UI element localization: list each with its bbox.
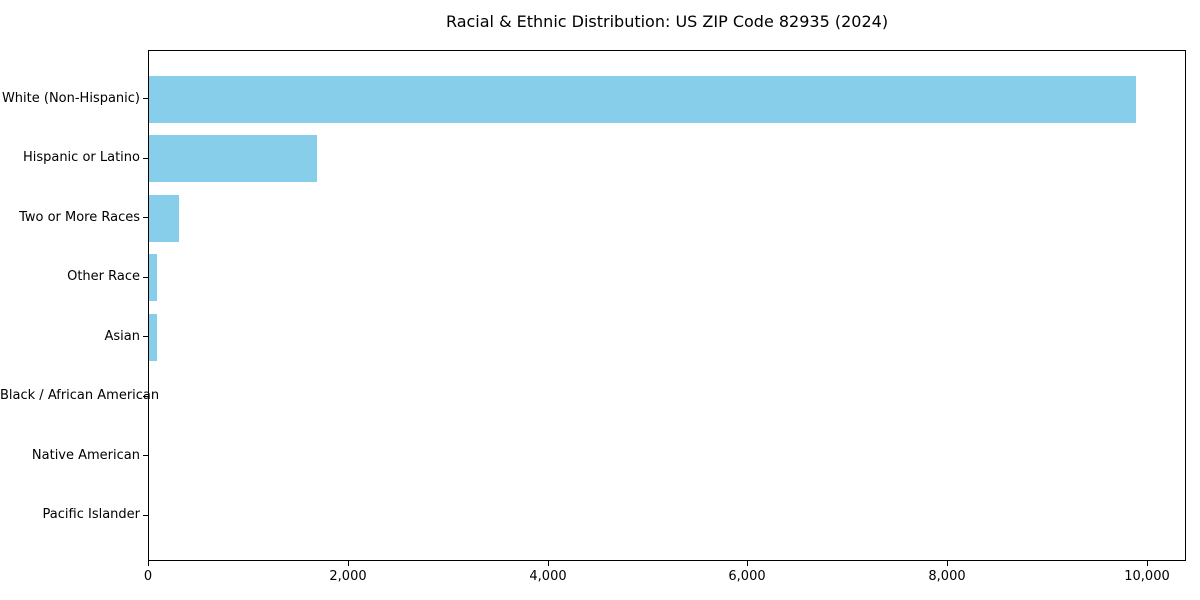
y-tick-mark — [143, 336, 148, 337]
y-tick-mark — [143, 396, 148, 397]
y-tick-mark — [143, 455, 148, 456]
y-tick-label-black-african-american: Black / African American — [0, 388, 160, 403]
x-tick-mark — [148, 561, 149, 566]
x-tick-mark — [348, 561, 349, 566]
x-tick-mark — [747, 561, 748, 566]
x-tick-mark — [1147, 561, 1148, 566]
y-tick-mark — [143, 217, 148, 218]
x-tick-label-2-000: 2,000 — [329, 569, 367, 584]
y-tick-label-pacific-islander: Pacific Islander — [42, 507, 140, 522]
x-tick-label-10-000: 10,000 — [1124, 569, 1170, 584]
bar-white-non-hispanic — [149, 75, 1136, 123]
y-tick-mark — [143, 515, 148, 516]
y-tick-mark — [143, 98, 148, 99]
x-tick-label-4-000: 4,000 — [529, 569, 567, 584]
y-tick-mark — [143, 277, 148, 278]
x-tick-mark — [548, 561, 549, 566]
y-tick-label-two-or-more-races: Two or More Races — [19, 210, 140, 225]
bar-hispanic-or-latino — [149, 135, 317, 182]
y-tick-label-white-non-hispanic: White (Non-Hispanic) — [1, 91, 140, 106]
y-tick-label-native-american: Native American — [31, 448, 140, 463]
y-tick-label-other-race: Other Race — [67, 269, 140, 284]
plot-area — [148, 50, 1186, 561]
y-tick-label-asian: Asian — [104, 329, 140, 344]
x-tick-label-8-000: 8,000 — [928, 569, 966, 584]
x-tick-mark — [947, 561, 948, 566]
y-tick-label-hispanic-or-latino: Hispanic or Latino — [22, 150, 140, 165]
chart-title: Racial & Ethnic Distribution: US ZIP Cod… — [445, 12, 889, 31]
bar-two-or-more-races — [149, 194, 179, 242]
bar-asian — [149, 313, 157, 361]
bar-other-race — [149, 254, 157, 301]
x-tick-label-6-000: 6,000 — [728, 569, 766, 584]
x-tick-label-0: 0 — [143, 569, 153, 584]
y-tick-mark — [143, 158, 148, 159]
